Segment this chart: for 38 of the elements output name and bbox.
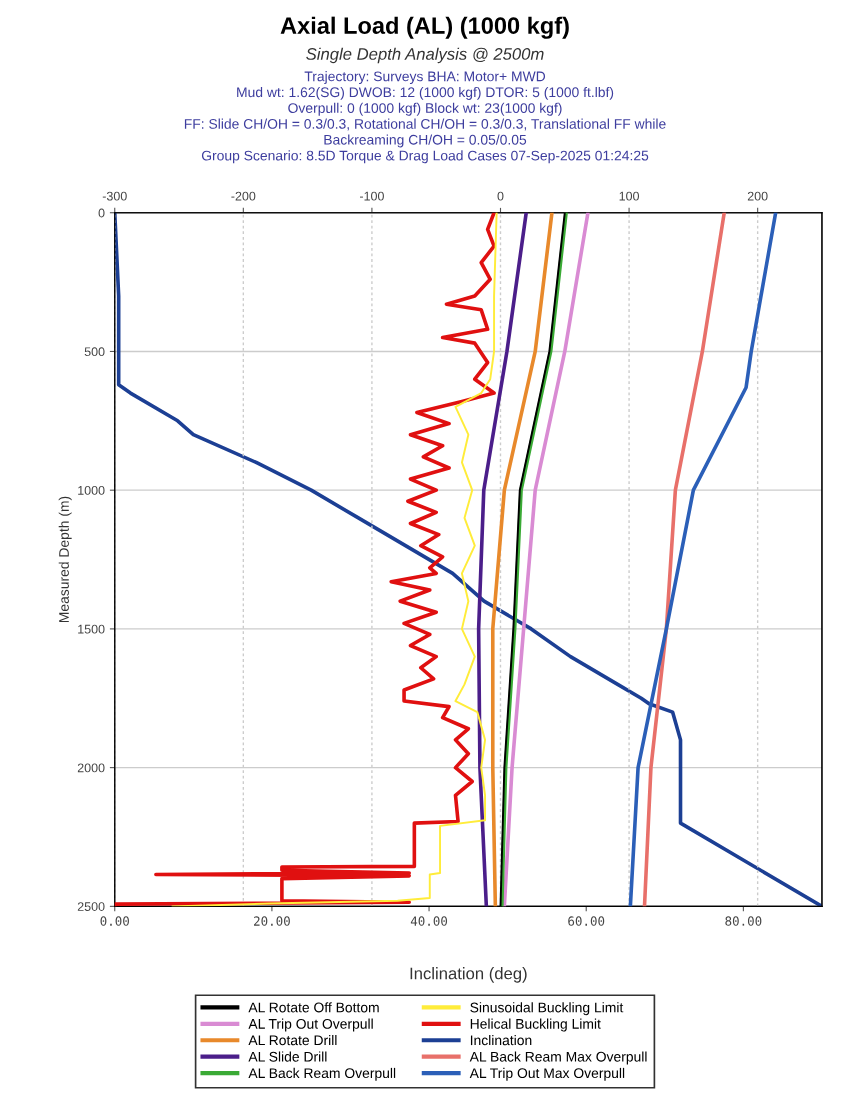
chart-subtitle: Single Depth Analysis @ 2500m: [306, 47, 544, 64]
x2-tick-label: -200: [231, 191, 256, 201]
y-tick-label: 1000: [78, 485, 105, 495]
chart-title: Axial Load (AL) (1000 kgf): [280, 16, 569, 39]
x-tick-label: 20.00: [254, 916, 290, 926]
legend-label: AL Trip Out Overpull: [248, 1018, 373, 1032]
x-tick-label: 60.00: [568, 916, 605, 926]
x2-tick-label: -100: [359, 191, 384, 201]
x2-tick-label: -300: [102, 191, 127, 201]
y-tick-label: 500: [84, 347, 105, 357]
y-tick-label: 2000: [77, 763, 105, 773]
legend-label: Helical Buckling Limit: [470, 1018, 601, 1032]
x2-tick-label: 100: [619, 191, 640, 201]
y-axis-title: Measured Depth (m): [58, 496, 72, 623]
y-tick-label: 1500: [78, 624, 105, 634]
legend-label: AL Trip Out Max Overpull: [469, 1067, 625, 1081]
legend-label: AL Back Ream Max Overpull: [469, 1051, 647, 1065]
x2-tick-label: 200: [747, 191, 768, 201]
y-tick-label: 0: [98, 208, 105, 218]
text: Backreaming CH/OH = 0.05/0.05: [324, 134, 527, 148]
x2-tick-label: 0: [497, 191, 504, 201]
x-axis-title: Inclination (deg): [410, 967, 527, 983]
text: Group Scenario: 8.5D Torque & Drag Load Cases 07-Sep-2025 01:24:25: [201, 150, 649, 164]
text: Mud wt: 1.62(SG) DWOB: 12 (1000 kgf) DTOR: 5 (1000 ft.lbf): [237, 86, 614, 100]
legend-label: AL Back Ream Overpull: [248, 1067, 396, 1081]
x-tick-label: 40.00: [410, 916, 448, 926]
line-series: [114, 212, 822, 907]
legend-label: Sinusoidal Buckling Limit: [470, 1002, 624, 1016]
legend-label: AL Rotate Drill: [248, 1035, 337, 1046]
text: Trajectory: Surveys BHA: Motor+ MWD: [304, 71, 546, 85]
text: FF: Slide CH/OH = 0.3/0.3, Rotational CH/OH = 0.3/0.3, Translational FF while: [184, 118, 666, 131]
x-tick-label: 80.00: [725, 916, 762, 926]
legend-label: AL Rotate Off Bottom: [248, 1002, 379, 1013]
legend-label: AL Slide Drill: [248, 1051, 327, 1062]
y-tick-label: 2500: [77, 902, 105, 911]
legend-label: Inclination: [470, 1035, 532, 1046]
text: Overpull: 0 (1000 kgf) Block wt: 23(1000 kgf): [288, 102, 562, 116]
x-tick-label: 0.00: [100, 916, 129, 926]
